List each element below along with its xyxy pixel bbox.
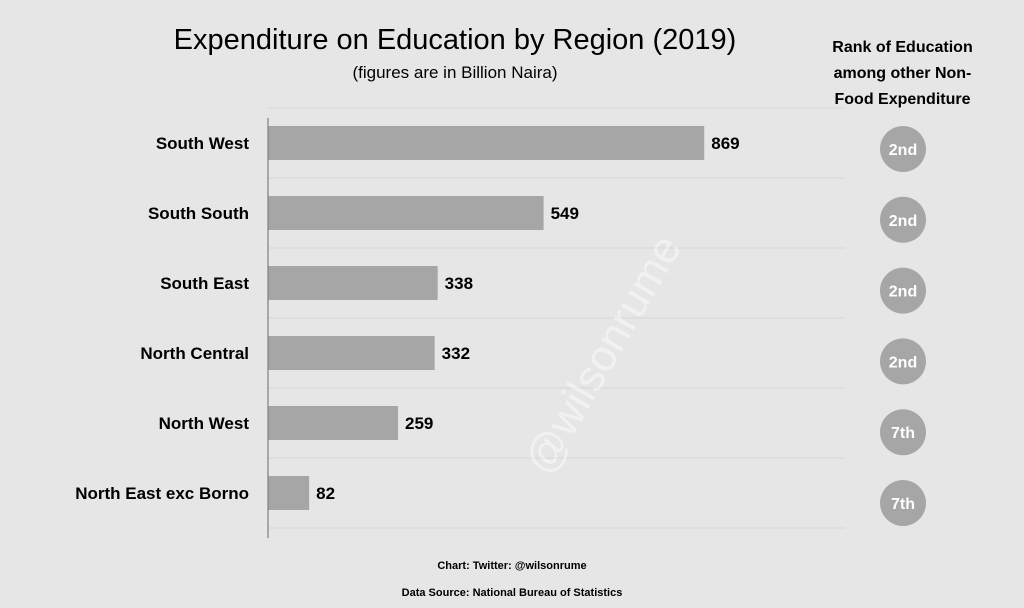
category-label: South South [148,204,249,223]
data-label: 259 [405,414,433,433]
chart-subtitle: (figures are in Billion Naira) [352,63,558,82]
data-label: 82 [316,484,335,503]
data-source: Data Source: National Bureau of Statisti… [401,587,623,599]
rank-label: 2nd [889,354,917,371]
rank-label: 2nd [889,284,917,301]
category-label: South West [156,134,250,153]
rank-circle [880,126,926,172]
bar [268,126,705,160]
category-label: North West [159,414,250,433]
category-label: South East [160,274,249,293]
bar [268,406,399,440]
rank-circle [880,196,926,243]
bar [268,196,544,230]
rank-circle [880,409,926,456]
category-label: North Central [140,344,249,363]
rank-circle [880,267,926,314]
data-label: 338 [445,274,473,293]
rank-circle [880,338,926,385]
bar [268,476,310,510]
bar [268,266,438,300]
rank-circle [880,480,926,526]
bar [268,336,435,370]
data-label: 332 [442,344,470,363]
rank-column-header: Rank of Education among other Non-Food E… [832,39,973,108]
rank-label: 2nd [889,213,917,230]
chart-credit: Chart: Twitter: @wilsonrume [437,560,587,572]
data-label: 869 [711,134,739,153]
category-label: North East exc Borno [75,484,249,503]
rank-label: 7th [891,425,915,442]
chart-title: Expenditure on Education by Region (2019… [173,24,737,56]
rank-label: 7th [891,496,915,513]
data-label: 549 [551,204,579,223]
rank-label: 2nd [889,142,917,159]
